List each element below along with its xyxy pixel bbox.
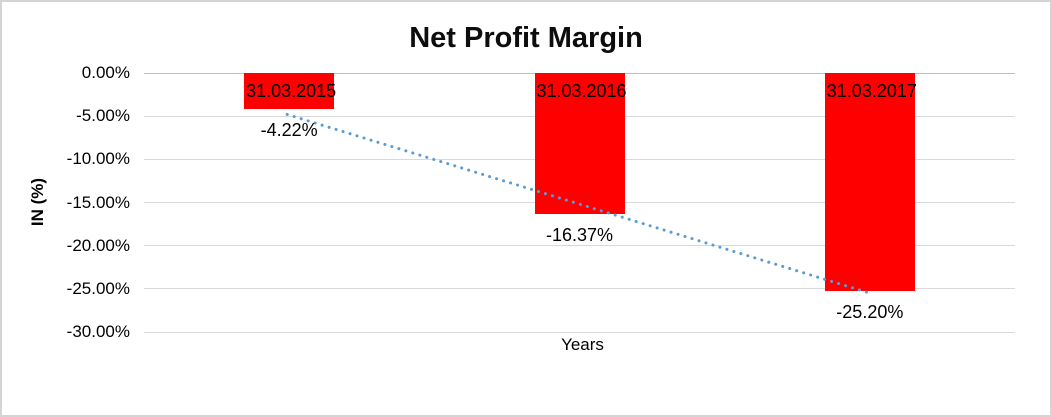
y-axis-tick-label: -5.00% — [76, 106, 130, 126]
gridline — [144, 288, 1015, 290]
gridline — [144, 245, 1015, 247]
y-axis-tick-label: -30.00% — [66, 322, 130, 341]
x-axis-title: Years — [561, 335, 604, 354]
bar-31.03.2016 — [534, 73, 625, 215]
bar-31.03.2015 — [244, 73, 335, 110]
gridline — [144, 331, 1015, 333]
data-label: -16.37% — [545, 225, 614, 246]
category-label: 31.03.2017 — [826, 81, 917, 101]
data-label: -4.22% — [260, 120, 318, 141]
chart-title: Net Profit Margin — [409, 22, 643, 54]
data-label: -25.20% — [836, 301, 904, 322]
y-axis-tick-label: -15.00% — [66, 192, 130, 212]
category-label: 31.03.2016 — [536, 81, 627, 101]
y-axis-tick-label: 0.00% — [81, 63, 130, 82]
y-axis-tick-label: -10.00% — [66, 149, 130, 169]
y-axis-tick-label: -25.00% — [66, 278, 130, 298]
category-label: 31.03.2015 — [246, 81, 337, 101]
bar-31.03.2017 — [824, 73, 915, 291]
y-axis-tick-label: -20.00% — [66, 235, 130, 255]
